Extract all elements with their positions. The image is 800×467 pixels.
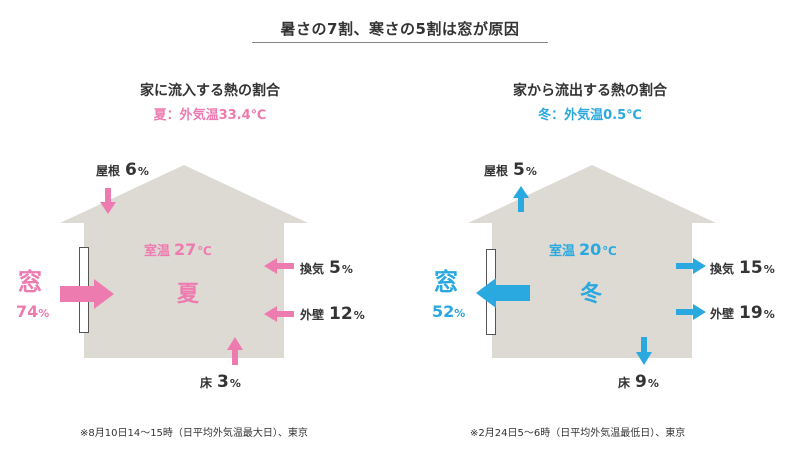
summer-room-value: 27 — [174, 240, 197, 259]
summer-note: ※8月10日14～15時（日平均外気温最大日）、東京 — [80, 428, 308, 439]
winter-room-value: 20 — [579, 240, 602, 259]
summer-heading: 家に流入する熱の割合 — [140, 83, 280, 99]
winter-vent-percent: % — [763, 263, 775, 276]
summer-wall-percent: % — [353, 309, 365, 322]
summer-floor-value: 3 — [217, 372, 229, 392]
winter-floor-text: 床 — [618, 376, 631, 390]
summer-roof-percent: % — [137, 165, 149, 178]
summer-floor-percent: % — [229, 377, 241, 390]
summer-roof-label: 屋根 6% — [96, 160, 149, 180]
summer-wall-value: 12 — [329, 304, 353, 324]
summer-room-unit: ℃ — [197, 244, 212, 258]
winter-vent-value: 15 — [739, 258, 763, 278]
summer-vent-text: 換気 — [300, 262, 325, 276]
winter-window-arrow-icon — [476, 278, 530, 308]
winter-window-label: 窓 — [434, 268, 458, 296]
summer-vent-label: 換気 5% — [300, 258, 353, 278]
winter-wall-arrow-icon — [676, 304, 706, 320]
winter-floor-value: 9 — [635, 372, 647, 392]
winter-window-value: 52 — [432, 302, 455, 321]
summer-window-arrow-icon — [60, 279, 114, 309]
winter-vent-label: 換気 15% — [710, 258, 775, 278]
winter-house-roof — [468, 165, 716, 223]
winter-room-label: 室温 — [549, 244, 576, 259]
summer-floor-arrow-icon — [227, 337, 243, 365]
winter-floor-arrow-icon — [636, 337, 652, 365]
title-underline — [252, 42, 548, 43]
winter-floor-label: 床 9% — [618, 372, 659, 392]
summer-vent-percent: % — [341, 263, 353, 276]
page-title: 暑さの7割、寒さの5割は窓が原因 — [280, 20, 520, 38]
summer-floor-label: 床 3% — [200, 372, 241, 392]
winter-roof-text: 屋根 — [484, 164, 509, 178]
summer-vent-arrow-icon — [264, 258, 294, 274]
summer-season-label: 夏：外気温33.4℃ — [153, 108, 267, 123]
winter-wall-value: 19 — [739, 303, 763, 323]
winter-season-char: 冬 — [580, 282, 603, 307]
summer-window-value: 74 — [16, 302, 39, 321]
summer-roof-arrow-icon — [100, 188, 116, 214]
summer-room-label: 室温 — [144, 244, 171, 259]
summer-roof-value: 6 — [125, 160, 137, 180]
winter-roof-value: 5 — [513, 160, 525, 180]
summer-floor-text: 床 — [200, 376, 213, 390]
summer-wall-text: 外壁 — [300, 308, 325, 322]
winter-wall-label: 外壁 19% — [710, 303, 775, 323]
winter-roof-percent: % — [525, 165, 537, 178]
summer-roof-text: 屋根 — [96, 164, 121, 178]
winter-note: ※2月24日5～6時（日平均外気温最低日）、東京 — [470, 428, 686, 439]
winter-wall-text: 外壁 — [710, 307, 735, 321]
winter-floor-percent: % — [647, 377, 659, 390]
winter-room-unit: ℃ — [602, 244, 617, 258]
winter-vent-text: 換気 — [710, 262, 735, 276]
winter-wall-percent: % — [763, 308, 775, 321]
winter-roof-arrow-icon — [513, 186, 529, 212]
summer-house-wall — [84, 223, 284, 358]
summer-window-percent-sign: % — [38, 307, 50, 320]
summer-wall-arrow-icon — [264, 306, 294, 322]
winter-roof-label: 屋根 5% — [484, 160, 537, 180]
winter-window-percent-sign: % — [454, 307, 466, 320]
winter-heading: 家から流出する熱の割合 — [513, 83, 667, 99]
summer-window-percent: 74% — [16, 302, 49, 321]
summer-vent-value: 5 — [329, 258, 341, 278]
winter-room-temp: 室温 20℃ — [549, 240, 617, 259]
summer-house-roof — [60, 165, 308, 223]
summer-season-char: 夏 — [177, 282, 200, 307]
winter-season-label: 冬：外気温0.5℃ — [538, 108, 642, 123]
summer-room-temp: 室温 27℃ — [144, 240, 212, 259]
summer-wall-label: 外壁 12% — [300, 304, 365, 324]
winter-window-percent: 52% — [432, 302, 465, 321]
summer-window-label: 窓 — [18, 268, 42, 296]
winter-vent-arrow-icon — [676, 258, 706, 274]
